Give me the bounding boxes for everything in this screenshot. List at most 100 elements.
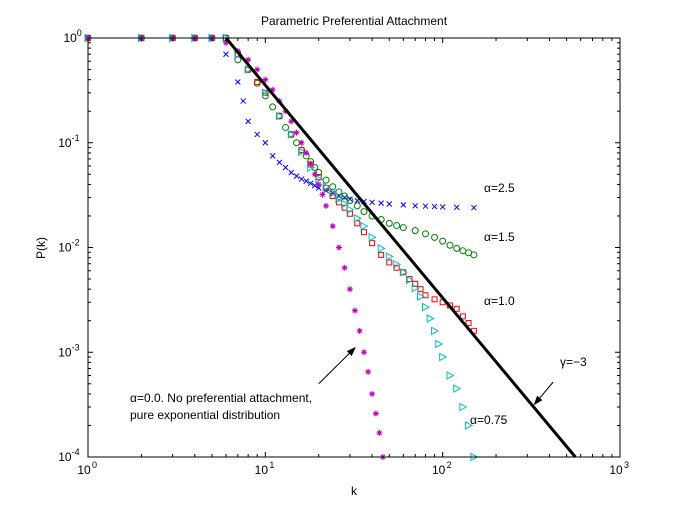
data-point-alpha-1-5 bbox=[446, 241, 454, 249]
data-point-alpha-0-75 bbox=[417, 292, 426, 301]
data-point-alpha-2-5 bbox=[422, 203, 429, 210]
data-point-alpha-0-0 bbox=[298, 139, 305, 146]
data-point-alpha-1-5 bbox=[360, 208, 368, 216]
data-point-alpha-2-5 bbox=[223, 51, 229, 58]
data-point-alpha-2-5 bbox=[347, 196, 353, 202]
data-point-alpha-1-0 bbox=[354, 220, 361, 227]
x-tick-exponent: 1 bbox=[269, 460, 274, 470]
x-tick-exponent: 2 bbox=[447, 460, 452, 470]
data-point-alpha-1-5 bbox=[341, 192, 349, 200]
data-point-alpha-0-75 bbox=[426, 314, 435, 323]
series-label-alpha-0-0-line2: pure exponential distribution bbox=[130, 408, 280, 422]
data-point-alpha-0-75 bbox=[405, 275, 415, 285]
data-point-alpha-0-0 bbox=[303, 149, 310, 156]
data-point-alpha-0-75 bbox=[341, 199, 350, 209]
data-point-alpha-1-5 bbox=[335, 188, 343, 196]
data-point-alpha-2-5 bbox=[288, 169, 295, 176]
y-tick-label: 10 bbox=[58, 345, 72, 359]
data-point-alpha-2-5 bbox=[282, 164, 289, 171]
data-point-alpha-1-0 bbox=[453, 305, 460, 312]
data-point-alpha-2-5 bbox=[293, 173, 300, 179]
data-point-alpha-2-5 bbox=[311, 182, 318, 189]
series-label-alpha-1-5: α=1.5 bbox=[484, 230, 515, 244]
y-tick-label: 10 bbox=[58, 136, 72, 150]
y-tick-exponent: -1 bbox=[72, 133, 80, 143]
fit-line bbox=[224, 37, 577, 458]
data-point-alpha-2-5 bbox=[269, 152, 276, 159]
data-point-alpha-0-0 bbox=[315, 181, 322, 188]
data-point-alpha-0-0 bbox=[222, 39, 229, 46]
arrow-gamma-head bbox=[533, 395, 543, 406]
data-point-alpha-1-5 bbox=[315, 168, 323, 176]
series-label-alpha-2-5: α=2.5 bbox=[484, 181, 515, 195]
data-point-alpha-0-0 bbox=[293, 129, 300, 136]
data-point-alpha-1-5 bbox=[399, 224, 407, 232]
series-label-alpha-0-0-line1: α=0.0. No preferential attachment, bbox=[130, 391, 312, 405]
data-point-alpha-0-75 bbox=[329, 188, 338, 198]
data-point-alpha-0-75 bbox=[346, 205, 355, 214]
data-point-alpha-0-0 bbox=[254, 66, 261, 73]
arrow-alpha-0 bbox=[318, 347, 356, 385]
x-tick-label: 10 bbox=[255, 463, 269, 477]
fit-line-label: γ=−3 bbox=[560, 355, 587, 369]
x-tick-label: 10 bbox=[77, 463, 91, 477]
plot-frame bbox=[87, 37, 621, 458]
data-point-alpha-1-5 bbox=[421, 230, 429, 238]
data-point-alpha-0-75 bbox=[421, 302, 431, 312]
data-point-alpha-0-0 bbox=[323, 202, 330, 209]
data-point-alpha-0-0 bbox=[351, 307, 358, 314]
data-point-alpha-0-75 bbox=[322, 182, 331, 192]
data-point-alpha-1-5 bbox=[453, 244, 461, 252]
data-point-alpha-1-5 bbox=[329, 183, 337, 191]
data-point-alpha-0-0 bbox=[319, 191, 326, 198]
x-tick-exponent: 3 bbox=[624, 460, 629, 470]
arrow-alpha-0-head bbox=[346, 346, 356, 357]
data-point-alpha-2-5 bbox=[412, 202, 419, 209]
y-tick-exponent: -2 bbox=[72, 238, 80, 248]
data-point-alpha-0-0 bbox=[307, 160, 314, 167]
data-point-alpha-1-5 bbox=[353, 202, 361, 210]
data-point-alpha-1-5 bbox=[322, 176, 330, 184]
data-point-alpha-0-75 bbox=[411, 283, 420, 293]
data-point-alpha-0-0 bbox=[372, 410, 379, 417]
data-point-alpha-2-5 bbox=[386, 201, 393, 207]
data-point-alpha-0-75 bbox=[459, 402, 468, 412]
y-tick-label: 10 bbox=[58, 450, 72, 464]
data-point-alpha-0-75 bbox=[275, 111, 284, 121]
data-point-alpha-1-5 bbox=[282, 123, 290, 131]
series-alpha-1-5 bbox=[84, 34, 478, 259]
data-point-alpha-1-0 bbox=[417, 286, 424, 293]
data-point-alpha-0-75 bbox=[353, 213, 362, 223]
data-point-alpha-1-5 bbox=[470, 251, 478, 259]
y-tick-label: 10 bbox=[58, 241, 72, 255]
data-point-alpha-2-5 bbox=[453, 204, 460, 211]
data-point-alpha-1-0 bbox=[369, 240, 376, 247]
data-point-alpha-0-0 bbox=[262, 76, 269, 83]
data-point-alpha-1-0 bbox=[459, 313, 466, 320]
data-point-alpha-0-0 bbox=[269, 86, 276, 93]
data-point-alpha-0-75 bbox=[335, 194, 344, 204]
data-point-alpha-1-0 bbox=[378, 251, 385, 258]
data-point-alpha-0-75 bbox=[261, 88, 270, 98]
chart-title: Parametric Preferential Attachment bbox=[261, 14, 448, 28]
data-point-alpha-2-5 bbox=[307, 180, 314, 187]
data-point-alpha-2-5 bbox=[439, 204, 446, 210]
data-point-alpha-0-75 bbox=[385, 252, 394, 261]
data-point-alpha-0-75 bbox=[399, 267, 408, 277]
data-point-alpha-1-5 bbox=[439, 237, 447, 245]
data-point-alpha-2-5 bbox=[240, 98, 247, 104]
y-tick-exponent: -3 bbox=[72, 342, 80, 352]
data-point-alpha-0-0 bbox=[245, 56, 252, 63]
data-point-alpha-1-0 bbox=[254, 79, 261, 86]
data-point-alpha-2-5 bbox=[298, 176, 305, 182]
x-axis-label: k bbox=[351, 484, 358, 498]
data-point-alpha-0-0 bbox=[311, 171, 318, 178]
series-label-alpha-1-0: α=1.0 bbox=[484, 294, 515, 308]
data-point-alpha-0-0 bbox=[356, 327, 363, 334]
data-point-alpha-0-0 bbox=[346, 286, 353, 293]
data-point-alpha-2-5 bbox=[254, 131, 261, 138]
data-point-alpha-0-0 bbox=[369, 390, 376, 397]
data-point-alpha-2-5 bbox=[276, 159, 283, 166]
